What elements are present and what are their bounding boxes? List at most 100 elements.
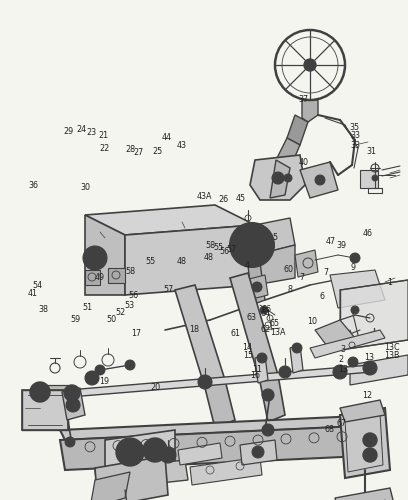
Text: 46: 46: [362, 230, 372, 238]
Polygon shape: [290, 345, 303, 373]
Polygon shape: [125, 225, 255, 295]
Text: 29: 29: [63, 126, 74, 136]
Polygon shape: [95, 456, 168, 500]
Circle shape: [66, 398, 80, 412]
Circle shape: [149, 444, 161, 456]
Polygon shape: [175, 285, 225, 388]
Circle shape: [246, 239, 258, 251]
Polygon shape: [22, 390, 68, 430]
Circle shape: [304, 59, 316, 71]
Polygon shape: [60, 415, 385, 440]
Text: 56: 56: [129, 290, 139, 300]
Polygon shape: [40, 385, 72, 400]
Text: 60: 60: [283, 266, 293, 274]
Polygon shape: [228, 235, 280, 263]
Polygon shape: [62, 388, 85, 420]
Polygon shape: [230, 273, 278, 382]
Text: 41: 41: [28, 290, 38, 298]
Text: 33: 33: [350, 141, 360, 150]
Text: 8: 8: [287, 284, 292, 294]
Polygon shape: [340, 400, 385, 422]
Text: 64: 64: [261, 310, 271, 318]
Text: 33: 33: [350, 131, 360, 140]
Text: 9: 9: [350, 262, 355, 272]
Text: 7: 7: [299, 273, 304, 282]
Polygon shape: [276, 138, 300, 168]
Text: 13: 13: [364, 352, 374, 362]
Circle shape: [348, 357, 358, 367]
Text: 45: 45: [236, 194, 246, 203]
Text: 50: 50: [106, 316, 116, 324]
Polygon shape: [270, 160, 290, 198]
Circle shape: [367, 437, 373, 443]
Circle shape: [36, 388, 44, 396]
Polygon shape: [178, 443, 222, 465]
Polygon shape: [300, 162, 338, 198]
Circle shape: [337, 369, 343, 375]
Polygon shape: [105, 430, 175, 475]
Text: 19: 19: [99, 376, 109, 386]
Text: 4: 4: [244, 260, 249, 270]
Text: 11: 11: [252, 366, 262, 374]
Circle shape: [252, 446, 264, 458]
Text: 57: 57: [226, 246, 237, 254]
Circle shape: [315, 175, 325, 185]
Text: 2: 2: [338, 354, 343, 364]
Text: 54: 54: [33, 282, 42, 290]
Polygon shape: [108, 268, 125, 283]
Text: 53: 53: [125, 300, 135, 310]
Polygon shape: [260, 375, 285, 422]
Circle shape: [367, 452, 373, 458]
Text: 13: 13: [338, 366, 348, 374]
Circle shape: [64, 385, 80, 401]
Circle shape: [333, 365, 347, 379]
Text: 38: 38: [39, 304, 49, 314]
Circle shape: [83, 246, 107, 270]
Text: 23: 23: [87, 128, 97, 137]
Text: 43A: 43A: [196, 192, 212, 201]
Polygon shape: [255, 218, 295, 255]
Text: 20: 20: [150, 382, 160, 392]
Circle shape: [260, 306, 268, 314]
Text: 21: 21: [98, 132, 108, 140]
Text: 13B: 13B: [384, 350, 399, 360]
Polygon shape: [248, 262, 265, 305]
Circle shape: [262, 389, 274, 401]
Polygon shape: [190, 457, 262, 485]
Polygon shape: [90, 472, 130, 500]
Text: 39: 39: [336, 242, 346, 250]
Polygon shape: [255, 355, 268, 383]
Polygon shape: [205, 380, 235, 428]
Text: 48: 48: [204, 254, 214, 262]
Text: 48: 48: [177, 258, 186, 266]
Circle shape: [238, 231, 266, 259]
Text: 6: 6: [320, 292, 325, 301]
Text: 40: 40: [298, 158, 308, 167]
Circle shape: [363, 361, 377, 375]
Circle shape: [292, 343, 302, 353]
Text: 58: 58: [126, 266, 135, 276]
Circle shape: [69, 390, 75, 396]
Text: 15: 15: [243, 352, 253, 360]
Text: 14: 14: [242, 343, 252, 352]
Text: 59: 59: [71, 314, 81, 324]
Text: 43: 43: [176, 140, 186, 149]
Circle shape: [350, 253, 360, 263]
Circle shape: [252, 282, 262, 292]
Text: 61: 61: [231, 330, 241, 338]
Polygon shape: [287, 115, 308, 145]
Polygon shape: [68, 365, 372, 397]
Circle shape: [143, 438, 167, 462]
Text: 30: 30: [81, 182, 91, 192]
Circle shape: [272, 172, 284, 184]
Text: 25: 25: [152, 146, 162, 156]
Text: 26: 26: [219, 194, 228, 203]
Text: 47: 47: [326, 238, 335, 246]
Text: 55: 55: [145, 258, 155, 266]
Polygon shape: [295, 250, 318, 277]
Circle shape: [30, 382, 50, 402]
Circle shape: [198, 375, 212, 389]
Circle shape: [89, 252, 101, 264]
Text: 10: 10: [307, 316, 317, 326]
Text: 31: 31: [366, 146, 376, 156]
